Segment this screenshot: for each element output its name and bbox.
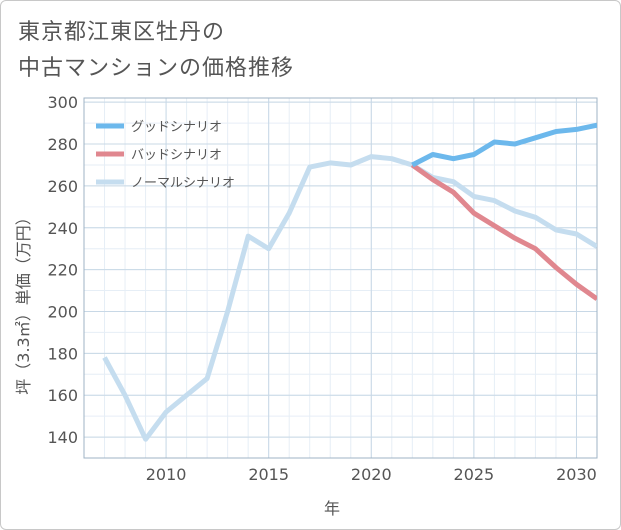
x-tick-label: 2020 xyxy=(351,465,392,484)
plot-area xyxy=(84,98,597,458)
series-lines xyxy=(102,122,597,442)
chart-title-line-2: 中古マンションの価格推移 xyxy=(18,56,295,81)
y-tick-label: 220 xyxy=(47,261,78,280)
y-tick-label: 240 xyxy=(47,219,78,238)
x-tick-label: 2030 xyxy=(556,465,597,484)
x-tick-label: 2015 xyxy=(248,465,289,484)
y-axis-label: 坪（3.3㎡）単価（万円） xyxy=(14,209,33,394)
series-line-bad xyxy=(410,162,597,301)
y-tick-label: 160 xyxy=(47,386,78,405)
x-tick-label: 2025 xyxy=(454,465,495,484)
y-tick-label: 140 xyxy=(47,428,78,447)
legend-label: バッドシナリオ xyxy=(131,148,222,163)
grid xyxy=(83,98,598,458)
y-tick-label: 260 xyxy=(47,177,78,196)
y-tick-label: 180 xyxy=(47,344,78,363)
y-tick-label: 280 xyxy=(47,135,78,154)
legend-label: グッドシナリオ xyxy=(131,120,222,135)
series-line-normal xyxy=(102,154,597,442)
tick-labels: 2010 2015 2020 2025 2030 140 160 180 200 220 240 26… xyxy=(47,93,596,484)
plot-border xyxy=(83,97,598,459)
series-line-good xyxy=(411,122,597,168)
axes xyxy=(83,97,598,459)
chart-title-line-1: 東京都江東区牡丹の xyxy=(18,20,226,45)
y-tick-label: 200 xyxy=(47,302,78,321)
y-tick-label: 300 xyxy=(47,93,78,112)
x-tick-label: 2010 xyxy=(146,465,187,484)
legend-label: ノーマルシナリオ xyxy=(131,176,235,191)
x-axis-label: 年 xyxy=(324,499,340,518)
